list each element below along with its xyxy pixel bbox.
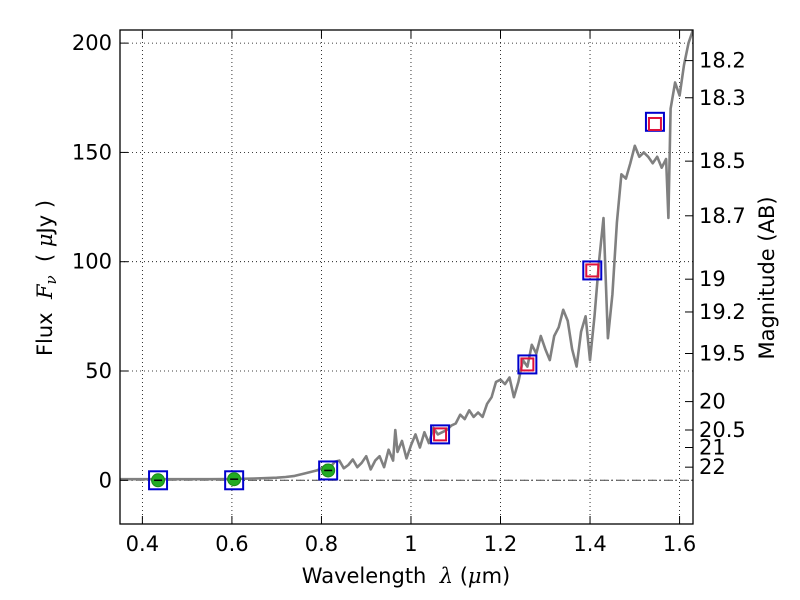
x-axis-title-prefix: Wavelength xyxy=(302,564,440,588)
right-tick-label: 18.5 xyxy=(699,149,746,173)
blue-square-marker xyxy=(517,354,538,375)
y-axis-title-right: Magnitude (AB) xyxy=(755,196,779,359)
x-axis-title-unit-close: m) xyxy=(482,564,511,588)
y-tick-label: 0 xyxy=(99,468,112,492)
right-tick-label: 19.5 xyxy=(699,342,746,366)
y-tick-label: 50 xyxy=(85,359,112,383)
y-axis-title-mu: μ xyxy=(33,233,57,247)
right-tick-label: 19.2 xyxy=(699,300,746,324)
right-tick-label: 20.5 xyxy=(699,418,746,442)
spectrum-line xyxy=(120,30,693,481)
blue-square-marker xyxy=(582,260,603,281)
red-square-marker xyxy=(433,427,448,442)
y-axis-title-nu: ν xyxy=(42,275,60,284)
right-tick-label: 19 xyxy=(699,267,726,291)
y-tick-label: 150 xyxy=(72,140,112,164)
right-tick-label: 18.3 xyxy=(699,86,746,110)
x-axis-title: Wavelength λ (μm) xyxy=(302,564,510,588)
y-axis-title-flux: Flux xyxy=(33,299,57,356)
right-tick-label: 18.7 xyxy=(699,204,746,228)
y-axis-title-unit-close: Jy ) xyxy=(33,200,57,236)
x-tick-label: 1.2 xyxy=(484,532,517,556)
blue-square-marker xyxy=(224,470,245,491)
blue-square-marker xyxy=(148,470,169,491)
right-tick-label: 22 xyxy=(699,455,726,479)
x-tick-label: 1.6 xyxy=(663,532,696,556)
y-tick-label: 100 xyxy=(72,250,112,274)
plot-frame xyxy=(119,29,694,525)
y-axis-title-left: Flux Fν ( μJy ) xyxy=(33,200,60,356)
photometry-markers xyxy=(148,111,665,491)
y-axis-title-unit-open: ( xyxy=(33,247,57,275)
red-square-marker xyxy=(520,357,535,372)
x-axis-title-mu: μ xyxy=(468,564,482,588)
right-tick-label: 21 xyxy=(699,435,726,459)
grid-lines xyxy=(120,30,693,524)
x-tick-label: 0.8 xyxy=(305,532,338,556)
blue-square-marker xyxy=(318,460,339,481)
blue-square-marker xyxy=(430,424,451,445)
x-axis-title-lambda: λ xyxy=(439,564,453,588)
x-tick-label: 1.4 xyxy=(573,532,606,556)
red-square-marker xyxy=(647,116,662,131)
y-axis-title-F: F xyxy=(33,283,57,300)
right-tick-label: 20 xyxy=(699,390,726,414)
x-tick-label: 0.4 xyxy=(126,532,159,556)
y-tick-label: 200 xyxy=(72,31,112,55)
x-tick-label: 1 xyxy=(404,532,417,556)
axis-ticks: 0.4 0.6 0.8 1 1.2 1.4 1.6 0 50 100 150 200 18.2 18.3 1… xyxy=(72,30,746,556)
right-tick-label: 18.2 xyxy=(699,49,746,73)
x-axis-title-unit-open: ( xyxy=(453,564,468,588)
red-square-marker xyxy=(585,263,600,278)
x-tick-label: 0.6 xyxy=(215,532,248,556)
